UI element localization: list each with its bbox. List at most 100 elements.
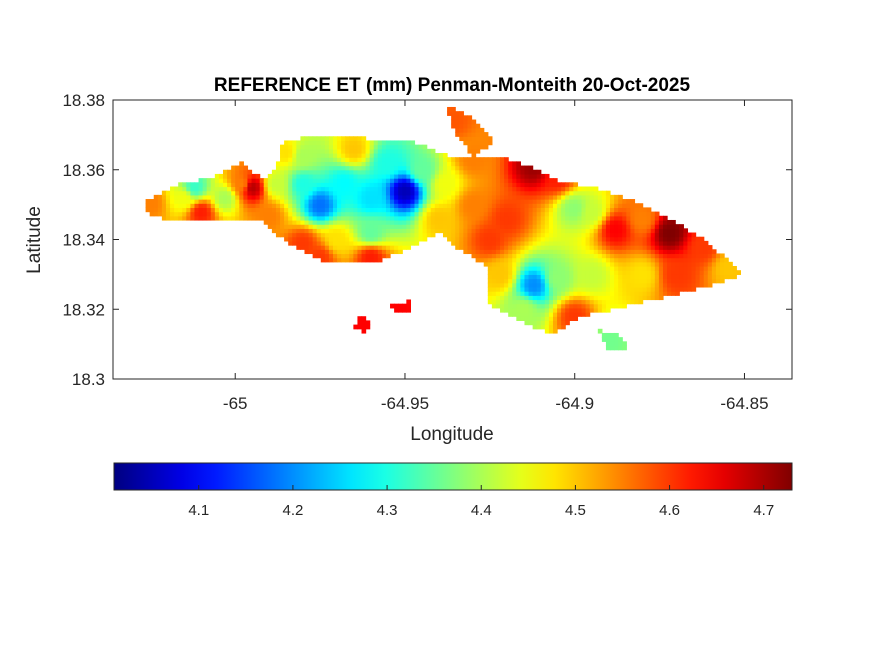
et-cell [341, 136, 346, 142]
et-cell [565, 224, 570, 229]
et-cell [410, 199, 416, 204]
et-cell [320, 194, 326, 200]
et-cell [353, 190, 359, 196]
et-cell [288, 148, 293, 154]
et-cell [357, 253, 363, 259]
et-cell [357, 194, 363, 200]
et-cell [638, 215, 644, 221]
et-cell [516, 224, 521, 229]
et-cell [459, 115, 464, 121]
et-cell [288, 190, 293, 196]
et-cell [569, 274, 574, 280]
et-cell [475, 173, 481, 179]
et-cell [703, 282, 709, 288]
et-cell [524, 274, 530, 280]
et-cell [557, 224, 562, 229]
et-cell [357, 257, 363, 263]
et-cell [614, 337, 619, 342]
et-cell [593, 274, 599, 280]
et-cell [251, 203, 257, 209]
et-cell [589, 228, 595, 234]
et-cell [658, 228, 664, 234]
et-cell [381, 249, 387, 255]
et-cell [357, 136, 363, 142]
et-cell [463, 228, 469, 234]
et-cell [585, 199, 591, 204]
et-cell [442, 157, 448, 162]
et-cell [357, 161, 363, 167]
et-cell [561, 307, 566, 313]
et-cell [259, 215, 265, 221]
et-cell [622, 341, 627, 347]
et-cell [646, 253, 652, 259]
et-cell [707, 270, 713, 275]
et-cell [679, 253, 684, 259]
et-cell [434, 182, 440, 188]
et-cell [675, 266, 680, 271]
et-cell [695, 236, 701, 242]
et-cell [214, 194, 220, 200]
et-cell [642, 215, 648, 221]
et-cell [622, 282, 627, 288]
et-cell [561, 215, 566, 221]
et-cell [414, 207, 420, 213]
et-cell [687, 236, 693, 242]
et-cell [634, 266, 640, 271]
et-cell [561, 228, 566, 234]
et-cell [589, 282, 595, 288]
et-cell [532, 199, 538, 204]
et-cell [557, 249, 562, 255]
et-cell [662, 261, 668, 267]
et-cell [679, 270, 684, 275]
et-cell [548, 291, 554, 296]
et-cell [540, 224, 546, 229]
et-cell [614, 270, 619, 275]
et-cell [675, 236, 680, 242]
et-cell [178, 199, 183, 204]
et-cell [573, 266, 579, 271]
et-cell [406, 299, 411, 305]
et-cell [605, 341, 611, 347]
et-cell [438, 211, 444, 217]
et-cell [463, 186, 469, 192]
et-cell [304, 219, 310, 225]
et-cell [377, 173, 383, 179]
et-cell [483, 199, 489, 204]
et-cell [569, 316, 574, 321]
et-cell [504, 211, 509, 217]
et-cell [218, 207, 224, 213]
et-cell [426, 224, 432, 229]
et-cell [540, 295, 546, 301]
et-cell [304, 215, 310, 221]
et-cell [186, 199, 191, 204]
et-cell [516, 274, 521, 280]
et-cell [561, 190, 566, 196]
et-cell [548, 312, 554, 317]
et-cell [385, 186, 391, 192]
et-cell [500, 270, 505, 275]
et-cell [544, 240, 550, 246]
et-cell [381, 157, 387, 162]
et-cell [324, 161, 330, 167]
et-cell [691, 286, 697, 292]
et-cell [512, 253, 517, 259]
et-cell [308, 169, 314, 175]
et-cell [275, 178, 281, 183]
et-cell [271, 207, 277, 213]
et-cell [508, 199, 513, 204]
et-cell [402, 144, 407, 150]
et-cell [512, 236, 517, 242]
et-cell [280, 182, 285, 188]
et-cell [500, 253, 505, 259]
et-cell [671, 257, 676, 263]
et-cell [292, 211, 297, 217]
et-cell [328, 240, 334, 246]
et-cell [430, 173, 436, 179]
et-cell [516, 232, 521, 238]
et-cell [361, 161, 367, 167]
x-tick-label: -64.9 [555, 394, 594, 413]
et-cell [622, 211, 627, 217]
et-cell [504, 194, 509, 200]
et-cell [544, 186, 550, 192]
et-cell [337, 249, 342, 255]
